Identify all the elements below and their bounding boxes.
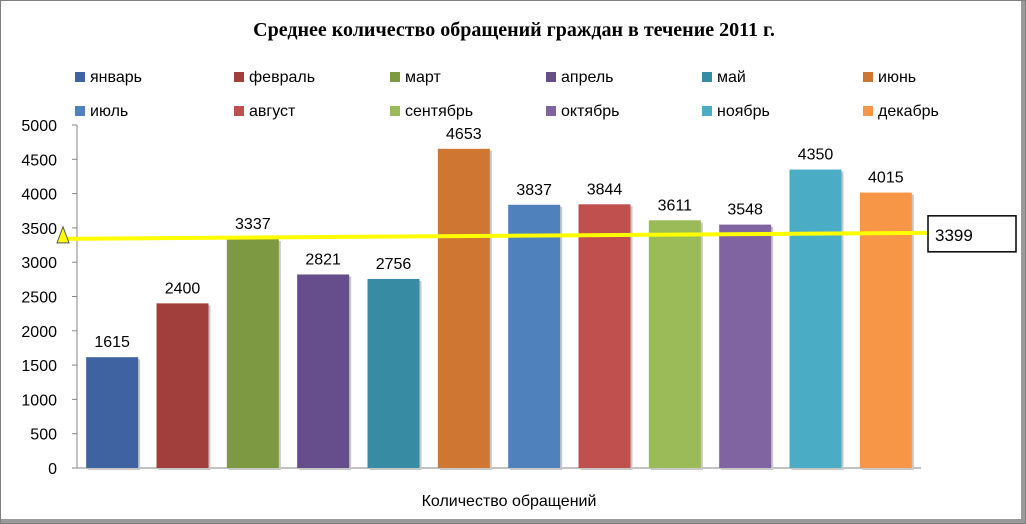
legend-label: сентябрь	[405, 103, 473, 120]
bar-9	[648, 220, 701, 468]
bars: 1615 2400 3337 2821 2756 4653 3837 3844 3611 3548…	[86, 126, 914, 471]
bar-value-label: 3844	[587, 181, 623, 198]
y-tick-label: 4000	[21, 187, 57, 204]
legend-swatch	[75, 106, 85, 116]
legend-swatch	[546, 106, 556, 116]
bar-8	[578, 204, 631, 468]
legend-swatch	[75, 72, 85, 82]
average-line	[62, 230, 929, 241]
bar-2	[156, 303, 209, 468]
bar-3	[226, 239, 279, 468]
legend-item-12: декабрь	[863, 103, 939, 120]
y-tick-label: 500	[30, 427, 57, 444]
bar-1	[86, 357, 139, 468]
y-tick-label: 5000	[21, 118, 57, 135]
bar-value-label: 2756	[376, 256, 412, 273]
legend-swatch	[234, 106, 244, 116]
legend-item-7: июль	[75, 103, 128, 120]
legend-label: июль	[90, 103, 128, 120]
bar-12	[859, 192, 912, 469]
legend-swatch	[390, 106, 400, 116]
y-tick-label: 1500	[21, 358, 57, 375]
average-callout-label: 3399	[935, 226, 973, 245]
legend-label: март	[405, 69, 441, 86]
bar-value-label: 2821	[305, 251, 341, 268]
bar-value-label: 3611	[658, 197, 693, 214]
legend-item-11: ноябрь	[702, 103, 770, 120]
y-tick-label: 3000	[21, 255, 57, 272]
legend-swatch	[702, 106, 712, 116]
y-tick-label: 1000	[21, 392, 57, 409]
legend-swatch	[234, 72, 244, 82]
average-line-group: 3399	[56, 215, 1017, 253]
y-tick-label: 3500	[21, 221, 57, 238]
bar-11	[789, 169, 842, 468]
legend-swatch	[390, 72, 400, 82]
legend-swatch	[863, 72, 873, 82]
legend-item-10: октябрь	[546, 103, 619, 120]
legend-item-3: март	[390, 69, 441, 86]
legend-item-4: апрель	[546, 69, 614, 86]
legend-item-8: август	[234, 103, 296, 120]
bar-4	[297, 274, 350, 468]
legend-label: июнь	[878, 69, 916, 86]
legend-label: апрель	[561, 69, 614, 86]
bar-value-label: 3837	[516, 182, 552, 199]
legend-item-2: февраль	[234, 69, 315, 86]
legend-swatch	[702, 72, 712, 82]
y-axis: 0 500 1000 1500 2000 2500 3000 3500 4000 4500 5000	[21, 118, 921, 478]
legend-item-1: январь	[75, 69, 142, 86]
legend-item-5: май	[702, 69, 746, 86]
y-tick-label: 0	[48, 461, 57, 478]
y-tick-label: 2000	[21, 324, 57, 341]
bar-value-label: 4350	[798, 147, 834, 164]
legend-item-6: июнь	[863, 69, 916, 86]
bar-value-label: 3548	[727, 202, 763, 219]
legend-label: декабрь	[878, 103, 939, 120]
bar-value-label: 4653	[446, 126, 482, 143]
bar-7	[508, 204, 561, 468]
bar-value-label: 4015	[868, 170, 904, 187]
average-marker	[56, 225, 70, 244]
legend-swatch	[546, 72, 556, 82]
legend-label: январь	[90, 69, 142, 86]
legend-label: октябрь	[561, 103, 619, 120]
bar-10	[719, 224, 772, 468]
bar-6	[437, 148, 490, 468]
bar-value-label: 1615	[94, 334, 130, 351]
average-callout-box	[927, 215, 1017, 253]
bar-5	[367, 278, 420, 468]
legend-swatch	[863, 106, 873, 116]
legend-label: февраль	[249, 69, 315, 86]
x-axis-label: Количество обращений	[422, 493, 597, 510]
legend: январь февраль март апрель май июнь июль август…	[75, 69, 939, 120]
y-tick-label: 2500	[21, 290, 57, 307]
chart-title: Среднее количество обращений граждан в т…	[253, 19, 775, 41]
y-tick-label: 4500	[21, 152, 57, 169]
bar-value-label: 2400	[165, 280, 201, 297]
legend-label: ноябрь	[717, 103, 770, 120]
legend-label: май	[717, 69, 746, 86]
legend-item-9: сентябрь	[390, 103, 473, 120]
bar-value-label: 3337	[235, 216, 271, 233]
legend-label: август	[249, 103, 296, 120]
